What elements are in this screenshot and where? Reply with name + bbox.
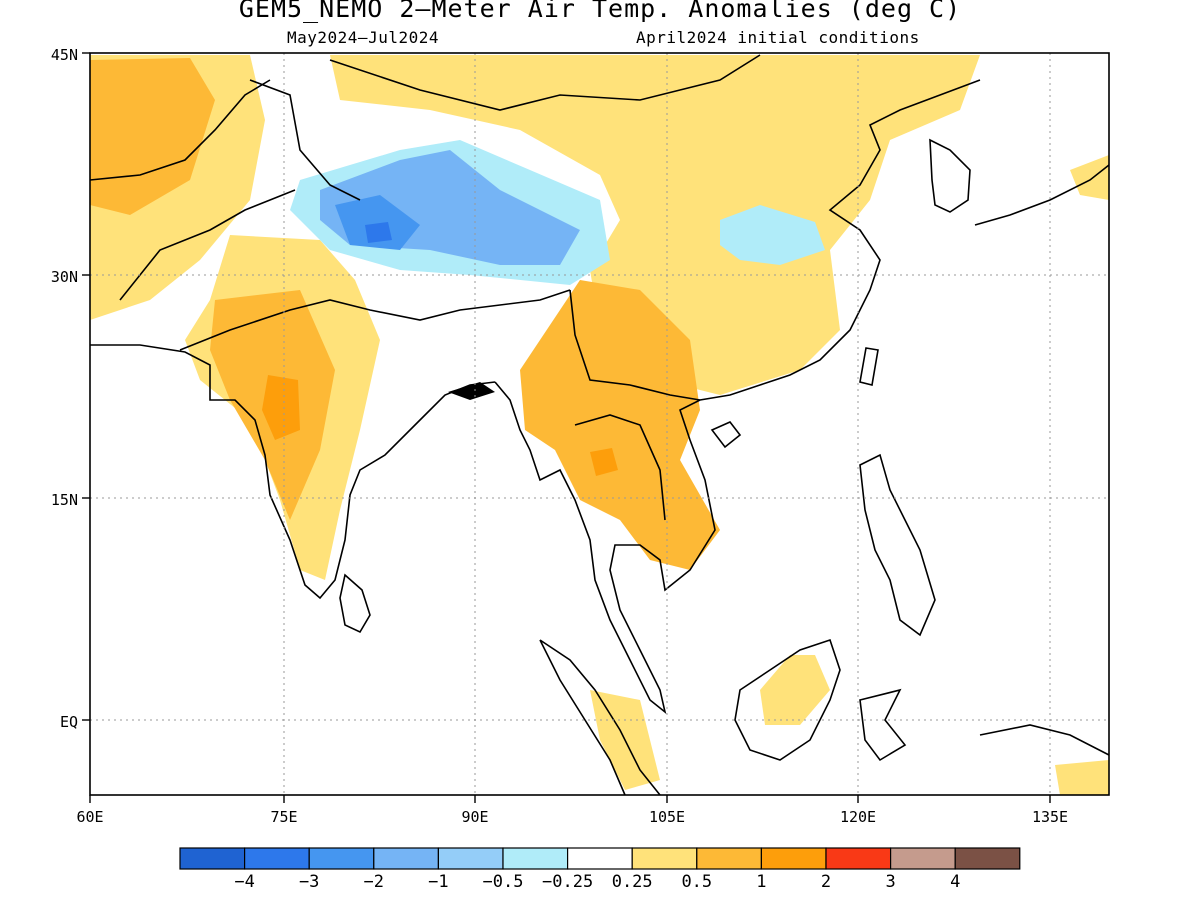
colorbar-swatch	[889, 847, 956, 870]
colorbar-label: −2	[363, 872, 385, 892]
colorbar-swatch	[696, 847, 762, 870]
y-tick-label: EQ	[60, 713, 78, 731]
cool-anomaly-tibet-max	[365, 222, 392, 243]
coastline-korea	[929, 138, 971, 213]
map-title: GEM5_NEMO 2–Meter Air Temp. Anomalies (d…	[238, 0, 962, 23]
grid-lines	[90, 53, 1109, 795]
border-china-indochina	[569, 289, 701, 401]
warm-anomaly-iran-core	[90, 58, 215, 215]
bangladesh-delta	[448, 382, 495, 400]
y-axis-ticks	[82, 52, 90, 721]
colorbar-label: 4	[950, 872, 961, 892]
init-subtitle: April2024 initial conditions	[636, 28, 920, 47]
map-frame	[89, 52, 1110, 796]
colorbar-label: −4	[234, 872, 255, 892]
colorbar-swatch	[179, 847, 246, 870]
border-thailand	[574, 414, 666, 521]
border-mongolia	[329, 54, 761, 111]
colorbar-swatch	[566, 847, 633, 870]
colorbar-swatch	[502, 847, 569, 870]
x-axis-ticks	[89, 795, 1051, 803]
colorbar-swatch	[631, 847, 698, 870]
cool-anomaly-tibet-core	[335, 195, 420, 250]
coastline-arabia-india	[90, 344, 496, 600]
warm-anomaly-thailand-max	[590, 448, 618, 476]
coastline-hainan	[710, 421, 742, 449]
x-tick-label: 60E	[76, 808, 103, 826]
colorbar	[179, 847, 1021, 870]
border-pakistan	[119, 189, 296, 301]
coastline-philippines	[859, 453, 936, 637]
anomaly-fill-layer	[90, 55, 1109, 795]
coastline-sumatra	[539, 639, 661, 796]
coastline-sulawesi	[859, 688, 907, 762]
x-tick-label: 120E	[840, 808, 876, 826]
y-tick-label: 15N	[51, 491, 78, 509]
colorbar-label: −0.25	[542, 872, 594, 892]
coastline-new-guinea	[979, 724, 1110, 756]
colorbar-label: −3	[298, 872, 320, 892]
colorbar-label: 0.25	[611, 872, 653, 892]
colorbar-label: 2	[820, 872, 832, 892]
warm-anomaly-borneo	[760, 655, 830, 725]
colorbar-label: 0.5	[681, 872, 713, 892]
colorbar-label: −0.5	[482, 872, 524, 892]
coastline-sri-lanka	[339, 573, 371, 634]
x-tick-label: 135E	[1032, 808, 1068, 826]
colorbar-label: −1	[428, 872, 449, 892]
colorbar-swatch	[373, 847, 439, 870]
colorbar-swatch	[437, 847, 504, 870]
colorbar-swatch	[954, 847, 1021, 870]
y-tick-label: 30N	[51, 268, 78, 286]
warm-anomaly-japan	[1070, 155, 1109, 200]
period-subtitle: May2024–Jul2024	[287, 28, 439, 47]
coastline-japan	[974, 164, 1110, 226]
border-iran-afghan	[89, 79, 271, 181]
warm-anomaly-png	[1055, 760, 1109, 795]
x-tick-label: 105E	[649, 808, 685, 826]
coastline-myanmar-malaya	[494, 79, 981, 715]
colorbar-swatch	[825, 847, 892, 870]
warm-anomaly-india-max	[262, 375, 300, 440]
border-tibet-north	[249, 79, 361, 201]
cool-anomaly-central-china	[720, 205, 825, 265]
colorbar-swatch	[244, 847, 310, 870]
coastline-taiwan	[859, 347, 879, 386]
border-india-himalaya	[179, 289, 571, 351]
x-tick-label: 75E	[270, 808, 297, 826]
warm-anomaly-indochina	[520, 280, 720, 570]
colorbar-label: 1	[756, 872, 767, 892]
warm-anomaly-mongolia	[330, 55, 980, 395]
land-outline-layer	[89, 54, 1110, 796]
colorbar-swatch	[760, 847, 827, 870]
y-tick-label: 45N	[51, 46, 78, 64]
coastline-borneo	[734, 638, 841, 761]
colorbar-swatch	[308, 847, 375, 870]
colorbar-label: 3	[885, 872, 896, 892]
x-tick-label: 90E	[461, 808, 488, 826]
